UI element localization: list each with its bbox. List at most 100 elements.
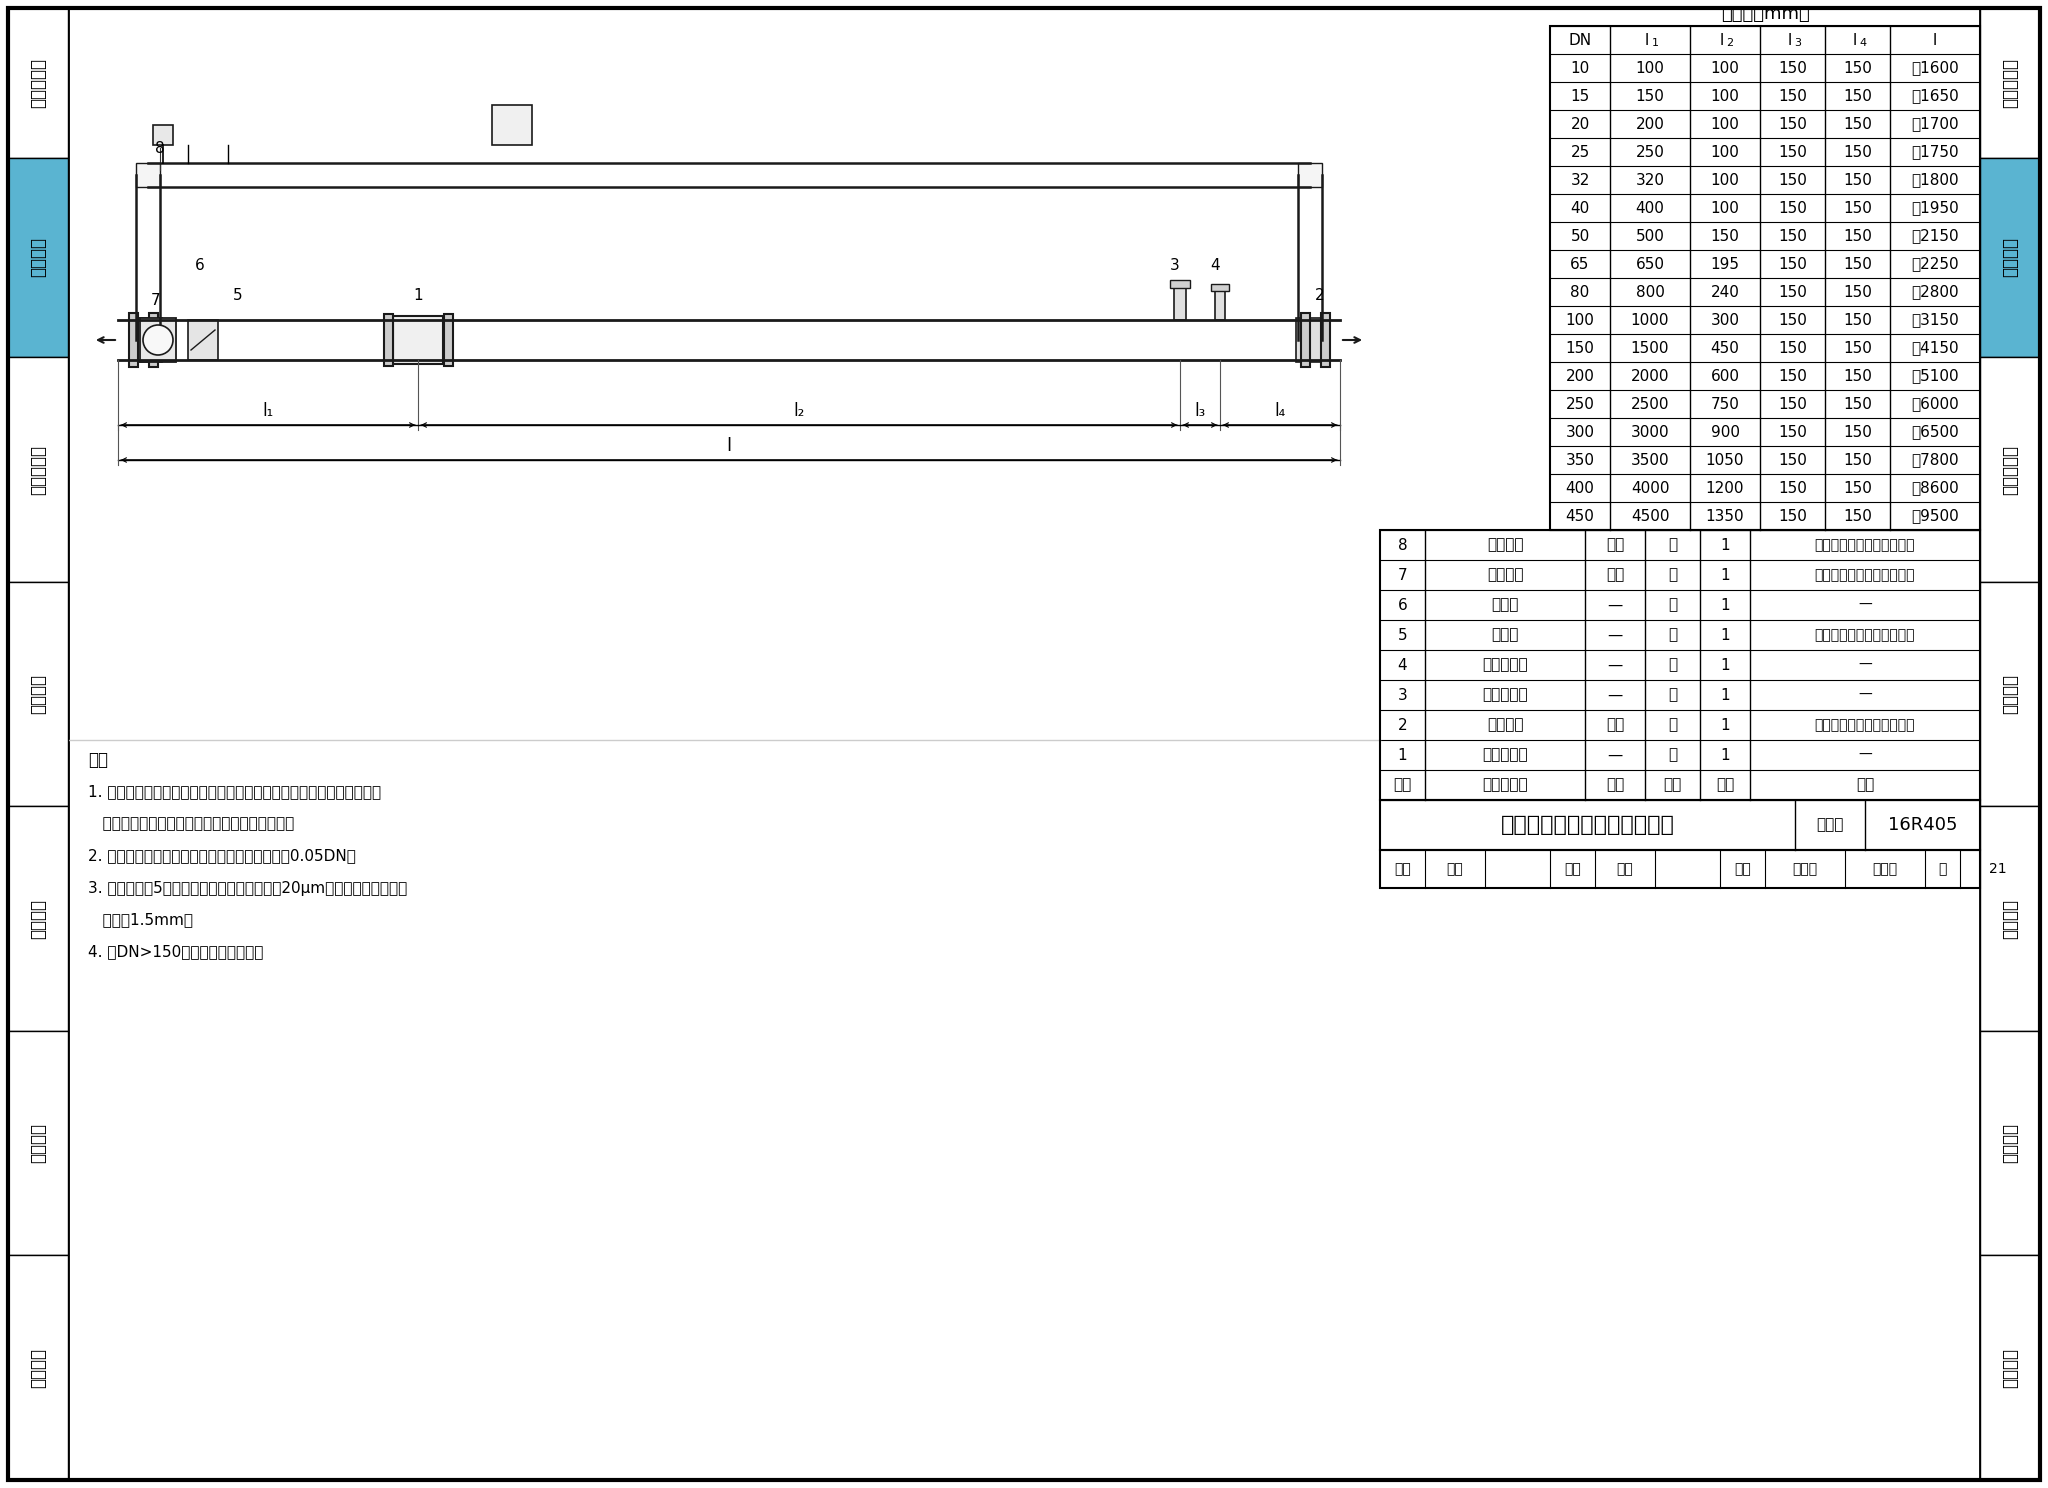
Text: 射热源的影响；避开强振动场所和强腐蚀环境。: 射热源的影响；避开强振动场所和强腐蚀环境。 xyxy=(88,817,295,832)
Text: 150: 150 xyxy=(1710,229,1739,244)
Text: ～4150: ～4150 xyxy=(1911,341,1958,356)
Text: 温度仪表: 温度仪表 xyxy=(29,674,47,714)
Bar xyxy=(129,312,137,368)
Text: 公称压力和直径由设计确定: 公称压力和直径由设计确定 xyxy=(1815,539,1915,552)
Text: l: l xyxy=(1720,33,1724,48)
Text: ～2800: ～2800 xyxy=(1911,284,1958,299)
Text: 65: 65 xyxy=(1571,256,1589,271)
Text: 压力传感器: 压力传感器 xyxy=(1483,658,1528,673)
Text: 150: 150 xyxy=(1778,173,1806,187)
Text: 6: 6 xyxy=(1397,598,1407,613)
Text: ～2250: ～2250 xyxy=(1911,256,1958,271)
Bar xyxy=(1169,280,1190,289)
Text: 7: 7 xyxy=(152,293,162,308)
Text: l₂: l₂ xyxy=(793,402,805,420)
Text: 15: 15 xyxy=(1571,88,1589,104)
Text: 150: 150 xyxy=(1778,229,1806,244)
Bar xyxy=(1298,164,1323,187)
Text: 8: 8 xyxy=(156,140,164,156)
Text: —: — xyxy=(1608,687,1622,702)
Text: 公称压力和直径由设计确定: 公称压力和直径由设计确定 xyxy=(1815,719,1915,732)
Text: 100: 100 xyxy=(1710,201,1739,216)
Text: 150: 150 xyxy=(1843,201,1872,216)
Text: ～7800: ～7800 xyxy=(1911,452,1958,467)
Text: 温度传感器: 温度传感器 xyxy=(1483,687,1528,702)
Text: 4: 4 xyxy=(1860,39,1866,48)
Bar xyxy=(1380,850,1980,888)
Text: 1: 1 xyxy=(1720,567,1731,582)
Text: 150: 150 xyxy=(1778,201,1806,216)
Text: 5: 5 xyxy=(233,287,244,302)
Text: 设计: 设计 xyxy=(1735,862,1751,876)
Text: ～3150: ～3150 xyxy=(1911,312,1958,327)
Text: 150: 150 xyxy=(1843,312,1872,327)
Text: l: l xyxy=(1933,33,1937,48)
Text: 32: 32 xyxy=(1571,173,1589,187)
Text: 150: 150 xyxy=(1778,424,1806,439)
Text: 250: 250 xyxy=(1565,396,1595,412)
Text: 碳钢: 碳钢 xyxy=(1606,717,1624,732)
Text: ～1800: ～1800 xyxy=(1911,173,1958,187)
Text: 150: 150 xyxy=(1843,424,1872,439)
Text: 个: 个 xyxy=(1667,598,1677,613)
Text: 材料: 材料 xyxy=(1606,778,1624,793)
Text: 2: 2 xyxy=(1397,717,1407,732)
Text: 16R405: 16R405 xyxy=(1888,815,1958,833)
Text: 7: 7 xyxy=(1397,567,1407,582)
Bar xyxy=(150,312,158,368)
Text: 校对: 校对 xyxy=(1565,862,1581,876)
Text: 320: 320 xyxy=(1636,173,1665,187)
Text: 法兰球阀: 法兰球阀 xyxy=(1487,537,1524,552)
Text: 4. 当DN>150时，流量计设支架。: 4. 当DN>150时，流量计设支架。 xyxy=(88,945,264,960)
Text: 750: 750 xyxy=(1710,396,1739,412)
Text: —: — xyxy=(1858,748,1872,762)
Text: DN: DN xyxy=(1569,33,1591,48)
Text: 200: 200 xyxy=(1565,369,1595,384)
Text: 公称压力和直径由设计确定: 公称压力和直径由设计确定 xyxy=(1815,628,1915,641)
Text: l: l xyxy=(1851,33,1858,48)
Text: l₃: l₃ xyxy=(1194,402,1206,420)
Text: 80: 80 xyxy=(1571,284,1589,299)
Text: —: — xyxy=(1858,598,1872,612)
Text: 2500: 2500 xyxy=(1630,396,1669,412)
Text: 热冷量仪表: 热冷量仪表 xyxy=(2001,445,2019,494)
Text: 150: 150 xyxy=(1843,173,1872,187)
Text: 40: 40 xyxy=(1571,201,1589,216)
Text: 4: 4 xyxy=(1397,658,1407,673)
Text: 150: 150 xyxy=(1778,369,1806,384)
Text: ～2150: ～2150 xyxy=(1911,229,1958,244)
Text: —: — xyxy=(1608,747,1622,762)
Text: 液位仪表: 液位仪表 xyxy=(2001,1348,2019,1388)
Text: 3. 过滤器（件5）用于气体管道，过滤精度为20μm；用于水管道，过滤: 3. 过滤器（件5）用于气体管道，过滤精度为20μm；用于水管道，过滤 xyxy=(88,881,408,896)
Text: 过滤器: 过滤器 xyxy=(1491,628,1520,643)
Text: 100: 100 xyxy=(1710,144,1739,159)
Bar xyxy=(8,582,68,806)
Bar xyxy=(1980,1031,2040,1256)
Text: ～1650: ～1650 xyxy=(1911,88,1958,104)
Text: 名称及规格: 名称及规格 xyxy=(1483,778,1528,793)
Text: 100: 100 xyxy=(1565,312,1595,327)
Text: 100: 100 xyxy=(1710,173,1739,187)
Bar xyxy=(8,158,68,357)
Text: 法兰球阀: 法兰球阀 xyxy=(1487,717,1524,732)
Text: 150: 150 xyxy=(1843,256,1872,271)
Text: 150: 150 xyxy=(1843,284,1872,299)
Text: 400: 400 xyxy=(1565,481,1595,496)
Text: 150: 150 xyxy=(1778,88,1806,104)
Text: ～1700: ～1700 xyxy=(1911,116,1958,131)
Bar xyxy=(8,7,68,158)
Text: 数量: 数量 xyxy=(1716,778,1735,793)
Text: 450: 450 xyxy=(1565,509,1595,524)
Text: l: l xyxy=(1788,33,1792,48)
Bar xyxy=(154,125,172,144)
Text: 湿度仪表: 湿度仪表 xyxy=(2001,1123,2019,1164)
Text: l: l xyxy=(1645,33,1649,48)
Bar xyxy=(1550,25,1980,530)
Bar xyxy=(1980,357,2040,582)
Text: 3000: 3000 xyxy=(1630,424,1669,439)
Text: 1: 1 xyxy=(1720,537,1731,552)
Text: 150: 150 xyxy=(1843,341,1872,356)
Bar xyxy=(444,314,453,366)
Text: l₁: l₁ xyxy=(262,402,274,420)
Text: 150: 150 xyxy=(1778,256,1806,271)
